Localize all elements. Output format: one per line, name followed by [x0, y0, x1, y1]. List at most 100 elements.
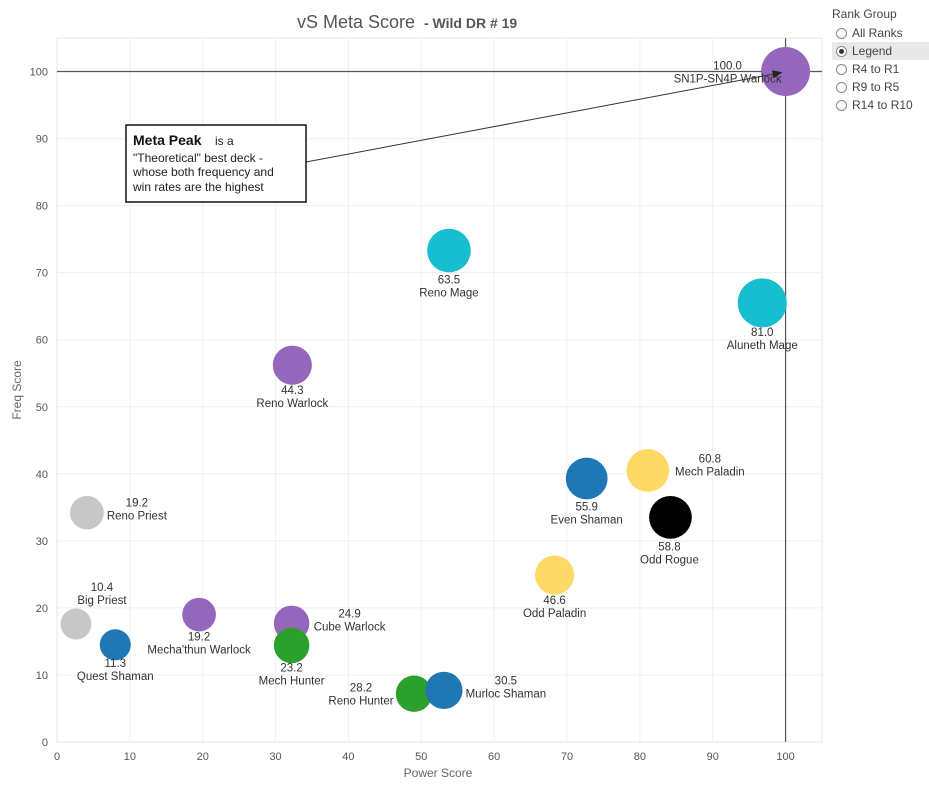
point-score-label: 44.3 [281, 385, 303, 397]
point-murloc-shaman[interactable] [425, 671, 463, 710]
point-reno-hunter[interactable] [395, 675, 433, 712]
point-name-label: Cube Warlock [314, 621, 386, 633]
callout-line-3: whose both frequency and [132, 165, 274, 179]
x-tick-label: 80 [634, 751, 646, 763]
point-odd-rogue[interactable] [649, 496, 692, 539]
point-score-label: 58.8 [658, 541, 680, 553]
legend-option-legend[interactable]: Legend [832, 42, 929, 60]
x-tick-label: 10 [124, 751, 136, 763]
data-points [60, 47, 811, 712]
point-name-label: Odd Paladin [523, 608, 586, 620]
point-score-label: 60.8 [699, 453, 721, 465]
legend-option-label: R9 to R5 [852, 80, 900, 94]
y-tick-label: 40 [36, 469, 48, 481]
point-mech-hunter[interactable] [273, 627, 310, 664]
point-mecha-thun-warlock[interactable] [182, 597, 216, 632]
point-name-label: Mech Paladin [675, 466, 745, 478]
x-tick-label: 100 [776, 751, 794, 763]
legend-option-label: All Ranks [852, 26, 903, 40]
point-score-label: 46.6 [543, 595, 565, 607]
y-tick-label: 50 [36, 402, 48, 414]
chart-subtitle: - Wild DR # 19 [424, 15, 517, 31]
point-odd-paladin[interactable] [535, 555, 575, 595]
point-name-label: SN1P-SN4P Warlock [674, 74, 782, 86]
callout-box [125, 124, 307, 203]
x-tick-label: 70 [561, 751, 573, 763]
radio-icon [836, 99, 847, 111]
legend-option-label: R14 to R10 [852, 98, 913, 112]
point-name-label: Mecha'thun Warlock [147, 645, 251, 657]
point-name-label: Even Shaman [551, 515, 623, 527]
y-tick-label: 30 [36, 536, 48, 548]
meta-peak-callout: Meta Peak is a "Theoretical" best deck -… [125, 70, 783, 203]
x-tick-label: 60 [488, 751, 500, 763]
x-tick-label: 90 [707, 751, 719, 763]
x-tick-label: 0 [54, 751, 60, 763]
point-score-label: 24.9 [338, 608, 360, 620]
plot-frame [56, 37, 823, 743]
y-tick-label: 0 [42, 737, 48, 749]
x-tick-label: 30 [269, 751, 281, 763]
y-tick-label: 60 [36, 335, 48, 347]
legend-option-label: R4 to R1 [852, 62, 900, 76]
callout-line-4: win rates are the highest [132, 180, 264, 194]
point-name-label: Odd Rogue [640, 554, 699, 566]
point-name-label: Aluneth Mage [727, 340, 798, 352]
point-name-label: Big Priest [77, 595, 127, 607]
point-quest-shaman[interactable] [99, 629, 131, 661]
radio-icon [836, 27, 847, 39]
point-sn1p-sn4p-warlock[interactable] [761, 47, 811, 97]
point-name-label: Reno Hunter [328, 696, 393, 708]
point-name-label: Reno Priest [107, 511, 168, 523]
callout-line-2: "Theoretical" best deck - [133, 151, 263, 165]
callout-line-1: is a [215, 134, 234, 148]
radio-selected-icon [836, 45, 847, 57]
chart-title: vS Meta Score [297, 12, 415, 32]
y-tick-label: 70 [36, 268, 48, 280]
radio-icon [836, 81, 847, 93]
callout-arrow [305, 70, 783, 163]
legend-option-r4-to-r1[interactable]: R4 to R1 [832, 60, 929, 78]
point-score-label: 23.2 [280, 662, 302, 674]
y-axis-ticks: 0 10 20 30 40 50 60 70 80 90 100 [30, 67, 48, 749]
point-score-label: 11.3 [105, 658, 127, 670]
point-name-label: Reno Warlock [256, 398, 328, 410]
y-tick-label: 20 [36, 603, 48, 615]
callout-bold-text: Meta Peak [133, 132, 202, 148]
x-tick-label: 40 [342, 751, 354, 763]
point-aluneth-mage[interactable] [737, 278, 787, 328]
point-mech-paladin[interactable] [626, 449, 670, 492]
point-score-label: 81.0 [751, 327, 773, 339]
legend-option-r14-to-r10[interactable]: R14 to R10 [832, 96, 929, 114]
y-axis-label: Freq Score [10, 360, 24, 420]
point-reno-warlock[interactable] [272, 345, 312, 385]
point-reno-priest[interactable] [70, 495, 104, 530]
point-score-label: 100.0 [713, 61, 742, 73]
x-axis-ticks: 0 10 20 30 40 50 60 70 80 90 100 [54, 751, 795, 763]
y-tick-label: 10 [36, 670, 48, 682]
x-axis-label: Power Score [404, 766, 473, 780]
point-score-label: 63.5 [438, 275, 460, 287]
point-score-label: 19.2 [126, 498, 148, 510]
x-tick-label: 20 [197, 751, 209, 763]
y-tick-label: 90 [36, 134, 48, 146]
point-score-label: 19.2 [188, 632, 210, 644]
legend-option-r9-to-r5[interactable]: R9 to R5 [832, 78, 929, 96]
point-big-priest[interactable] [60, 608, 92, 640]
point-score-label: 28.2 [350, 683, 372, 695]
radio-icon [836, 63, 847, 75]
rank-group-legend: Rank Group All Ranks Legend R4 to R1 R9 … [832, 7, 929, 114]
y-tick-label: 100 [30, 67, 48, 79]
point-name-label: Mech Hunter [259, 675, 325, 687]
reference-lines [57, 38, 822, 742]
point-name-label: Quest Shaman [77, 671, 154, 683]
legend-title: Rank Group [832, 7, 897, 21]
point-name-label: Reno Mage [419, 288, 478, 300]
point-name-label: Murloc Shaman [466, 688, 547, 700]
legend-option-all-ranks[interactable]: All Ranks [832, 24, 929, 42]
point-reno-mage[interactable] [427, 228, 471, 273]
y-tick-label: 80 [36, 201, 48, 213]
point-score-label: 55.9 [575, 502, 597, 514]
point-even-shaman[interactable] [565, 457, 608, 500]
